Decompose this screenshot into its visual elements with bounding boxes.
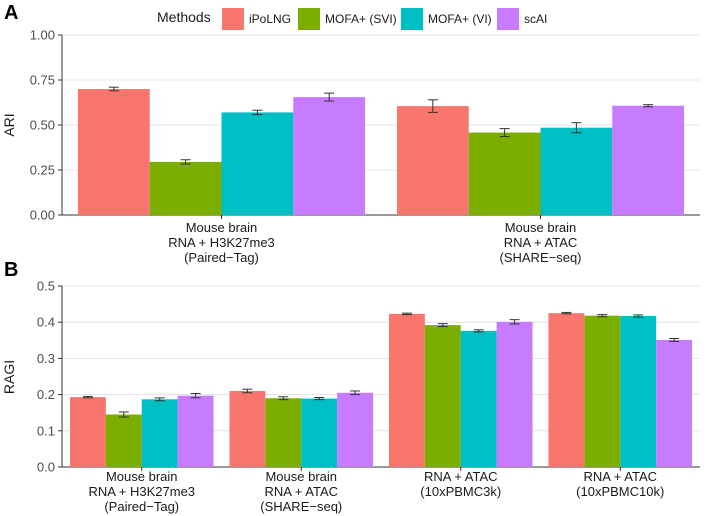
y-tick-label: 0.75	[30, 73, 55, 88]
legend-label-scai: scAI	[524, 12, 547, 26]
legend-swatch-ipolng	[222, 8, 244, 30]
bar-scai	[496, 321, 533, 467]
bar-scai	[177, 395, 214, 467]
y-tick-label: 0.25	[30, 163, 55, 178]
x-tick-label: RNA + ATAC (10xPBMC10k)	[576, 469, 664, 499]
y-tick-label: 0.2	[37, 387, 55, 402]
bar-mofa-svi	[149, 161, 222, 215]
bar-ipolng	[548, 313, 585, 467]
legend-label-mofa-svi: MOFA+ (SVI)	[325, 12, 397, 26]
bar-mofa-svi	[105, 414, 142, 467]
x-tick-label: RNA + ATAC (10xPBMC3k)	[420, 469, 501, 499]
x-tick-label-line: RNA + H3K27me3	[88, 484, 195, 499]
y-axis-title: ARI	[1, 113, 17, 136]
legend-item-scai: scAI	[497, 8, 547, 30]
x-tick-label-line: RNA + ATAC	[424, 469, 498, 484]
x-tick-label: Mouse brain RNA + H3K27me3 (Paired−Tag)	[168, 220, 275, 265]
legend: Methods iPoLNG MOFA+ (SVI) MOFA+ (VI) sc…	[157, 8, 547, 30]
x-tick-label-line: Mouse brain	[505, 220, 577, 235]
x-tick-label-line: Mouse brain	[186, 220, 258, 235]
bar-mofa-vi	[540, 127, 613, 215]
y-tick-label: 0.5	[37, 279, 55, 294]
y-tick-label: 1.00	[30, 28, 55, 43]
y-tick-label: 0.1	[37, 423, 55, 438]
bar-ipolng	[229, 390, 266, 467]
bar-mofa-svi	[584, 315, 621, 467]
bar-ipolng	[69, 397, 106, 467]
bar-mofa-vi	[620, 316, 657, 467]
legend-swatch-mofa-svi	[298, 8, 320, 30]
x-tick-label-line: RNA + H3K27me3	[168, 235, 275, 250]
bar-mofa-vi	[141, 399, 178, 467]
bar-mofa-vi	[301, 398, 338, 467]
x-tick-label-line: Mouse brain	[265, 469, 337, 484]
x-tick-label-line: Mouse brain	[106, 469, 178, 484]
legend-swatch-scai	[497, 8, 519, 30]
bar-mofa-vi	[221, 112, 294, 215]
bar-mofa-svi	[265, 398, 302, 467]
bar-ipolng	[77, 89, 150, 215]
x-tick-label-line: (Paired−Tag)	[184, 250, 259, 265]
x-tick-label-line: RNA + ATAC	[583, 469, 657, 484]
bar-ipolng	[388, 313, 425, 467]
panel-letter-b: B	[4, 259, 18, 281]
bar-mofa-svi	[468, 132, 541, 215]
legend-item-ipolng: iPoLNG	[222, 8, 291, 30]
legend-label-ipolng: iPoLNG	[249, 12, 291, 26]
y-tick-label: 0.50	[30, 118, 55, 133]
bar-scai	[656, 339, 693, 467]
x-tick-label-line: (10xPBMC3k)	[420, 484, 501, 499]
bar-mofa-vi	[460, 330, 497, 467]
x-tick-label-line: (SHARE−seq)	[500, 250, 582, 265]
y-axis-title: RAGI	[1, 360, 17, 394]
x-tick-label: Mouse brain RNA + H3K27me3 (Paired−Tag)	[88, 469, 195, 514]
legend-title: Methods	[157, 9, 211, 25]
panel-letter-a: A	[4, 2, 18, 24]
legend-item-mofa-svi: MOFA+ (SVI)	[298, 8, 397, 30]
x-tick-label: Mouse brain RNA + ATAC (SHARE−seq)	[500, 220, 582, 265]
x-tick-label-line: RNA + ATAC	[264, 484, 338, 499]
x-tick-label-line: (SHARE−seq)	[260, 499, 342, 514]
y-tick-label: 0.00	[30, 208, 55, 223]
legend-swatch-mofa-vi	[401, 8, 423, 30]
bar-ipolng	[396, 106, 469, 215]
x-tick-label: Mouse brain RNA + ATAC (SHARE−seq)	[260, 469, 342, 514]
legend-item-mofa-vi: MOFA+ (VI)	[401, 8, 492, 30]
x-tick-label-line: RNA + ATAC	[504, 235, 578, 250]
x-tick-label-line: (Paired−Tag)	[104, 499, 179, 514]
x-tick-label-line: (10xPBMC10k)	[576, 484, 664, 499]
legend-label-mofa-vi: MOFA+ (VI)	[428, 12, 492, 26]
bar-scai	[293, 97, 366, 215]
y-tick-label: 0.3	[37, 351, 55, 366]
bar-scai	[612, 105, 685, 215]
bar-mofa-svi	[424, 325, 461, 467]
y-tick-label: 0.0	[37, 460, 55, 475]
bar-scai	[337, 392, 374, 467]
y-tick-label: 0.4	[37, 315, 55, 330]
